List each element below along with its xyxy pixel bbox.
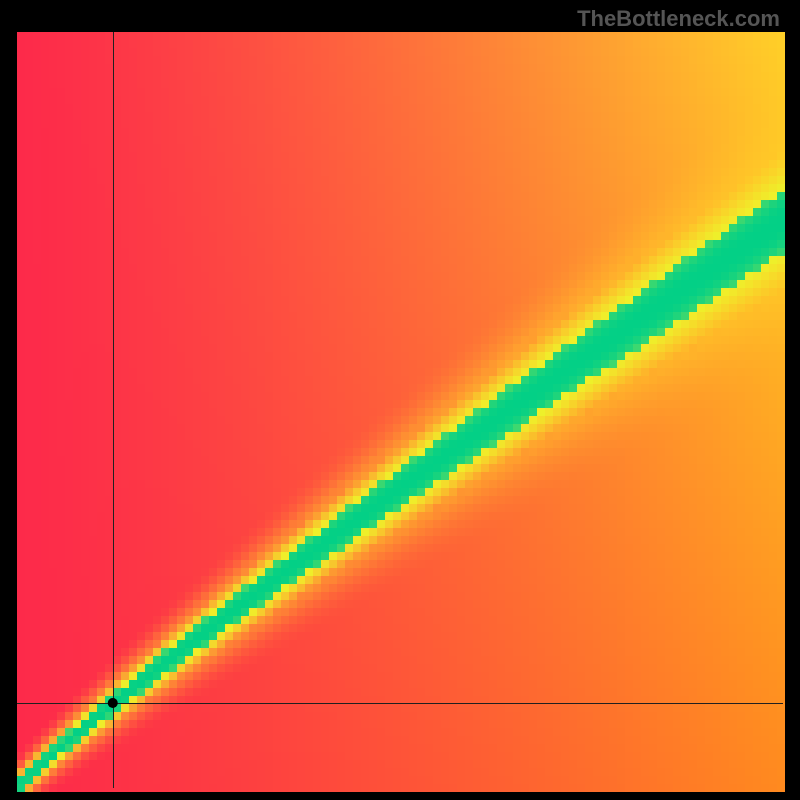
watermark-label: TheBottleneck.com	[577, 6, 780, 32]
heatmap-canvas	[0, 0, 800, 800]
chart-container: TheBottleneck.com	[0, 0, 800, 800]
